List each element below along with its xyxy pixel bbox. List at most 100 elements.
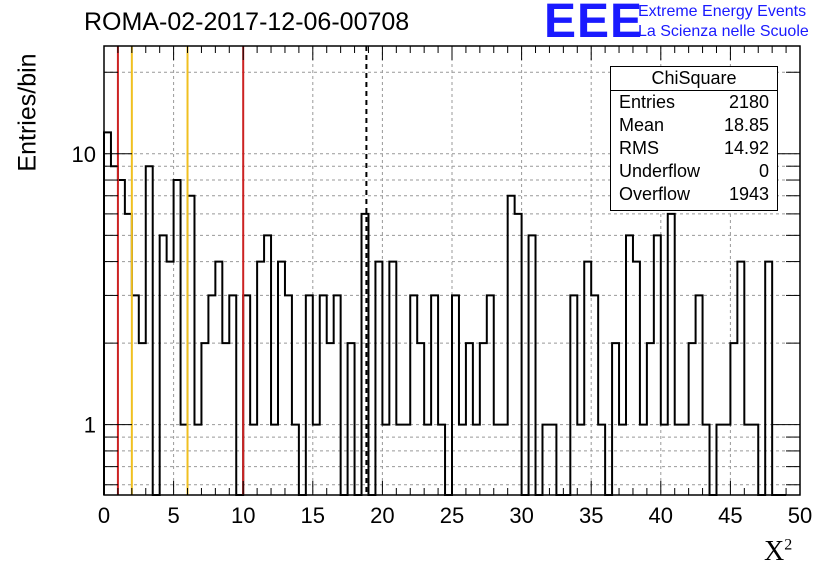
histogram-bin (508, 196, 515, 495)
histogram-bin (181, 425, 188, 495)
histogram-bin (480, 343, 487, 495)
histogram-bin (118, 180, 125, 495)
histogram-bin (194, 425, 201, 495)
y-axis-label: Entries/bin (13, 53, 42, 172)
histogram-bin (201, 343, 208, 495)
stats-row-underflow: Underflow 0 (619, 161, 769, 183)
eee-logo: EEE Extreme Energy Events La Scienza nel… (544, 0, 836, 48)
histogram-bin (668, 214, 675, 495)
stats-value: 2180 (728, 92, 769, 112)
logo-tagline-2: La Scienza nelle Scuole (638, 23, 809, 40)
y-tick-label: 10 (72, 142, 96, 167)
stats-key: Overflow (619, 184, 691, 204)
histogram-series (103, 131, 787, 496)
histogram-bin (466, 343, 473, 495)
histogram-bin (313, 425, 320, 495)
histogram-bin (285, 295, 292, 495)
histogram-bin (264, 235, 271, 495)
x-tick-label: 10 (231, 503, 255, 528)
stats-value: 0 (758, 161, 769, 181)
histogram-bin (327, 343, 334, 495)
histogram-bin (515, 214, 522, 495)
histogram-bin (633, 262, 640, 495)
histogram-bin (584, 262, 591, 495)
histogram-bin (730, 343, 737, 495)
histogram-bin (424, 425, 431, 495)
histogram-bin (208, 295, 215, 495)
stats-row-rms: RMS 14.92 (619, 138, 769, 160)
histogram-bin (591, 295, 598, 495)
stats-row-overflow: Overflow 1943 (619, 184, 769, 206)
histogram-bin (654, 235, 661, 495)
stats-key: Underflow (619, 161, 701, 181)
histogram-bin (529, 235, 536, 495)
histogram-bin (382, 425, 389, 495)
histogram-bin (737, 262, 744, 495)
histogram-bin (626, 235, 633, 495)
histogram-bin (375, 262, 382, 495)
histogram-bin (431, 295, 438, 495)
histogram-bin (744, 425, 751, 495)
histogram-bin (396, 425, 403, 495)
histogram-bin (473, 425, 480, 495)
histogram-bin (271, 425, 278, 495)
histogram-bin (417, 343, 424, 495)
histogram-bin (598, 425, 605, 495)
histogram-bin (696, 295, 703, 495)
histogram-bin (389, 262, 396, 495)
histogram-bin (362, 214, 369, 495)
histogram-bin (257, 262, 264, 495)
stats-key: Entries (619, 92, 676, 112)
histogram-bin (229, 295, 236, 495)
x-axis-label: X2 (764, 536, 792, 568)
histogram-bin (306, 295, 313, 495)
histogram-bin (320, 295, 327, 495)
histogram-bin (215, 262, 222, 495)
histogram-bin (250, 425, 257, 495)
x-tick-label: 35 (579, 503, 603, 528)
histogram-bin (640, 425, 647, 495)
histogram-bin (452, 295, 459, 495)
histogram-bin (682, 425, 689, 495)
x-axis-label-base: X (764, 536, 785, 567)
histogram-bin (494, 425, 501, 495)
histogram-bin (716, 425, 723, 495)
chart-title: ROMA-02-2017-12-06-00708 (84, 8, 410, 36)
stats-box-title: ChiSquare (651, 68, 737, 88)
x-tick-label: 50 (788, 503, 812, 528)
histogram-bin (647, 343, 654, 495)
histogram-bin (723, 425, 730, 495)
stats-value: 1943 (728, 184, 769, 204)
histogram-bin (410, 295, 417, 495)
histogram-bin (570, 295, 577, 495)
histogram-bin (438, 425, 445, 495)
x-axis-label-exponent: 2 (784, 536, 793, 554)
histogram-bin (167, 262, 174, 495)
histogram-bin (619, 425, 626, 495)
stats-row-mean: Mean 18.85 (619, 115, 769, 137)
histogram-bin (612, 343, 619, 495)
stats-key: Mean (619, 115, 665, 135)
histogram-bin (501, 425, 508, 495)
x-tick-label: 30 (509, 503, 533, 528)
y-tick-label: 1 (84, 413, 96, 438)
logo-tagline-1: Extreme Energy Events (638, 3, 807, 20)
histogram-bin (689, 343, 696, 495)
x-tick-label: 0 (98, 503, 110, 528)
histogram-bin (188, 196, 195, 495)
histogram-bin (292, 425, 299, 495)
stats-value: 14.92 (723, 138, 769, 158)
histogram-bin (703, 425, 710, 495)
stats-value: 18.85 (723, 115, 769, 135)
histogram-bin (160, 235, 167, 495)
histogram-bin (549, 425, 556, 495)
stats-row-entries: Entries 2180 (619, 92, 769, 114)
histogram-bin (765, 262, 772, 495)
histogram-bin (111, 166, 118, 495)
stats-box: ChiSquare Entries 2180 Mean 18.85 RMS 14… (610, 66, 778, 211)
histogram-bin (174, 180, 181, 495)
histogram-bin (403, 425, 410, 495)
x-tick-label: 20 (370, 503, 394, 528)
stats-box-divider (611, 90, 777, 91)
histogram-bin (222, 343, 229, 495)
